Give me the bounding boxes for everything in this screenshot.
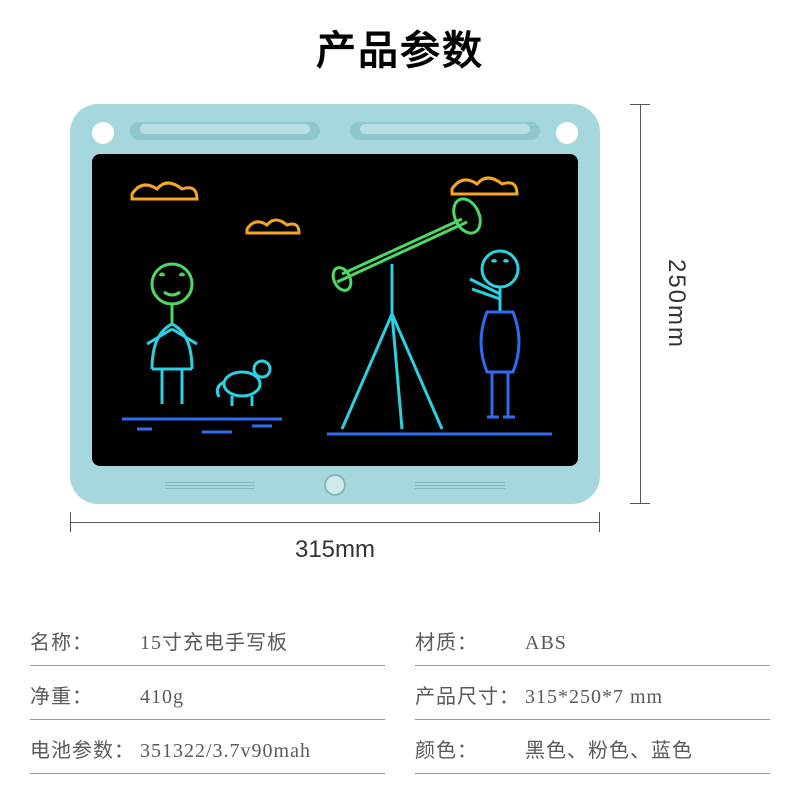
stylus-left [140,124,310,134]
dimension-height-label: 250mm [662,259,690,349]
speaker-grille-right [415,482,505,490]
speaker-grille-left [165,482,255,490]
spec-row: 颜色： 黑色、粉色、蓝色 [415,720,770,774]
erase-button [324,474,346,496]
spec-row: 电池参数： 351322/3.7v90mah [30,720,385,774]
spec-row: 净重： 410g [30,666,385,720]
tablet-device [70,104,600,504]
spec-value: ABS [525,632,567,655]
dimension-width-label: 315mm [70,522,600,564]
spec-label: 材质： [415,626,525,655]
spec-label: 产品尺寸： [415,680,525,709]
lcd-screen [92,154,578,466]
spec-value: 410g [140,686,184,709]
spec-label: 电池参数： [30,734,140,763]
dimension-height: 250mm [640,104,740,504]
product-figure: 250mm 315mm [0,94,800,554]
spec-value: 15寸充电手写板 [140,626,288,655]
spec-row: 产品尺寸： 315*250*7 mm [415,666,770,720]
spec-row: 名称： 15寸充电手写板 [30,612,385,666]
lanyard-hole-right [556,122,578,144]
stylus-right [360,124,530,134]
spec-value: 351322/3.7v90mah [140,740,311,763]
lanyard-hole-left [92,122,114,144]
spec-label: 颜色： [415,734,525,763]
spec-label: 净重： [30,680,140,709]
spec-row: 材质： ABS [415,612,770,666]
spec-value: 315*250*7 mm [525,686,663,709]
spec-label: 名称： [30,626,140,655]
page-title: 产品参数 [0,0,800,76]
dimension-width: 315mm [70,522,600,582]
screen-drawing [92,154,578,466]
spec-table: 名称： 15寸充电手写板 材质： ABS 净重： 410g 产品尺寸： 315*… [30,612,770,774]
spec-value: 黑色、粉色、蓝色 [525,734,693,763]
